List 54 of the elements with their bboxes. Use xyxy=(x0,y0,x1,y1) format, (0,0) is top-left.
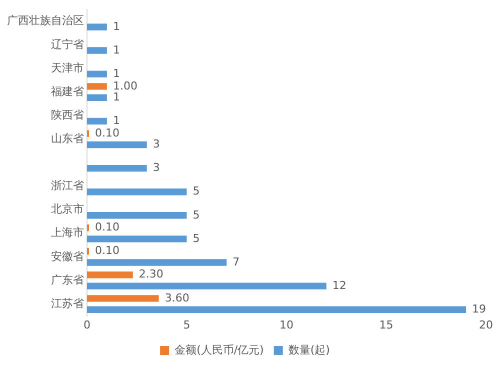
data-label: 5 xyxy=(192,232,200,245)
y-tick-label: 广西壮族自治区 xyxy=(7,14,84,28)
bar xyxy=(87,47,107,54)
bar xyxy=(87,259,227,266)
data-label: 19 xyxy=(472,302,486,316)
x-tick-label: 10 xyxy=(280,318,294,332)
x-tick-label: 20 xyxy=(479,318,493,332)
y-tick-label: 上海市 xyxy=(51,226,84,240)
y-tick-label: 江苏省 xyxy=(51,296,84,310)
data-label: 3 xyxy=(152,161,160,174)
y-tick-label: 广东省 xyxy=(51,273,84,286)
y-tick-label: 福建省 xyxy=(51,84,84,98)
bar xyxy=(87,282,326,290)
data-label: 3.60 xyxy=(164,291,190,304)
data-label: 1 xyxy=(112,43,120,56)
data-label: 5 xyxy=(192,208,200,222)
data-label: 1 xyxy=(112,114,120,128)
bar xyxy=(87,272,133,278)
y-tick-label: 陕西省 xyxy=(51,108,84,122)
data-label: 1.00 xyxy=(112,79,138,92)
bar xyxy=(87,236,187,242)
bar xyxy=(87,141,147,148)
bar xyxy=(87,70,107,78)
bar xyxy=(87,306,466,313)
bar xyxy=(87,212,187,219)
legend-label: 金额(人民币/亿元) xyxy=(174,343,264,356)
y-tick-label: 安徽省 xyxy=(51,250,84,263)
data-label: 0.10 xyxy=(94,126,120,140)
data-label: 3 xyxy=(152,138,160,151)
bar xyxy=(87,94,107,101)
y-tick-label: 浙江省 xyxy=(51,179,84,192)
data-label: 7 xyxy=(232,255,240,268)
x-tick-label: 15 xyxy=(379,318,394,332)
data-label: 1 xyxy=(112,20,120,33)
data-label: 1 xyxy=(112,66,120,80)
x-tick-label: 5 xyxy=(183,318,190,332)
data-label: 1 xyxy=(112,90,120,104)
bar xyxy=(87,24,107,30)
legend-label: 数量(起) xyxy=(288,343,330,356)
data-label: 0.10 xyxy=(94,220,120,234)
bar xyxy=(87,188,187,196)
data-label: 5 xyxy=(192,184,200,198)
bar xyxy=(87,118,107,125)
y-tick-label: 辽宁省 xyxy=(51,38,84,51)
y-tick-label: 天津市 xyxy=(51,61,84,74)
data-label: 0.10 xyxy=(94,244,120,258)
bar xyxy=(87,295,159,302)
y-tick-label: 北京市 xyxy=(51,202,84,216)
bar xyxy=(87,83,107,90)
x-tick-label: 0 xyxy=(84,318,90,332)
bar xyxy=(87,164,147,172)
data-label: 12 xyxy=(332,278,346,292)
data-label: 2.30 xyxy=(138,268,164,281)
y-tick-label: 山东省 xyxy=(51,132,84,146)
